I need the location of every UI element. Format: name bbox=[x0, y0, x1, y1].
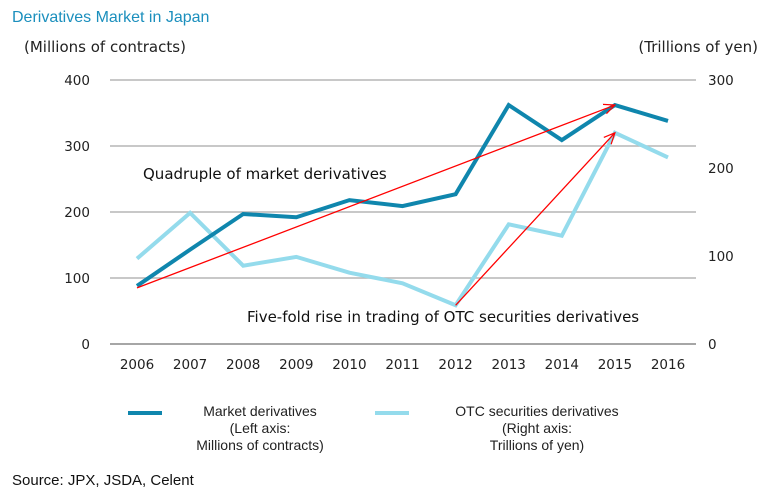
x-tick-label: 2009 bbox=[279, 357, 313, 373]
right-tick-label: 100 bbox=[708, 249, 734, 265]
right-tick-label: 200 bbox=[708, 161, 734, 177]
x-tick-label: 2014 bbox=[545, 357, 579, 373]
x-tick-label: 2016 bbox=[651, 357, 685, 373]
legend-swatch-otc bbox=[375, 411, 409, 415]
legend-line: Millions of contracts) bbox=[196, 437, 324, 453]
x-tick-label: 2012 bbox=[438, 357, 472, 373]
legend-line: (Left axis: bbox=[229, 420, 291, 436]
legend-label-otc: OTC securities derivatives (Right axis: … bbox=[432, 403, 642, 454]
annotation-five-fold: Five-fold rise in trading of OTC securit… bbox=[247, 308, 639, 326]
x-tick-label: 2013 bbox=[492, 357, 526, 373]
left-tick-label: 200 bbox=[64, 205, 90, 221]
x-tick-label: 2010 bbox=[332, 357, 366, 373]
legend-line: Market derivatives bbox=[203, 403, 317, 419]
legend-line: OTC securities derivatives bbox=[455, 403, 619, 419]
annotation-arrow-0 bbox=[136, 105, 615, 289]
left-axis-label: (Millions of contracts) bbox=[24, 38, 186, 56]
right-tick-label: 0 bbox=[708, 337, 717, 353]
x-tick-label: 2011 bbox=[385, 357, 419, 373]
annotation-arrow-1 bbox=[455, 133, 615, 306]
right-axis-label: (Trillions of yen) bbox=[638, 38, 758, 56]
legend-line: (Right axis: bbox=[501, 420, 573, 436]
x-tick-label: 2008 bbox=[226, 357, 260, 373]
left-tick-label: 400 bbox=[64, 73, 90, 89]
right-tick-label: 300 bbox=[708, 73, 734, 89]
source-note: Source: JPX, JSDA, Celent bbox=[12, 472, 194, 489]
x-tick-label: 2015 bbox=[598, 357, 632, 373]
x-tick-label: 2006 bbox=[120, 357, 154, 373]
left-tick-label: 300 bbox=[64, 139, 90, 155]
legend-label-market: Market derivatives (Left axis: Millions … bbox=[175, 403, 345, 454]
annotation-quadruple: Quadruple of market derivatives bbox=[143, 165, 387, 183]
chart-plot: 0 100 200 300 400 0 100 200 300 2006 2007 2008 200… bbox=[64, 73, 734, 373]
series-line-market bbox=[135, 102, 669, 288]
left-tick-label: 100 bbox=[64, 271, 90, 287]
legend-line: Trillions of yen) bbox=[489, 437, 585, 453]
chart-title: Derivatives Market in Japan bbox=[12, 9, 210, 26]
x-tick-label: 2007 bbox=[173, 357, 207, 373]
left-tick-label: 0 bbox=[81, 337, 90, 353]
series-line-otc bbox=[135, 130, 669, 308]
legend-swatch-market bbox=[128, 411, 162, 415]
